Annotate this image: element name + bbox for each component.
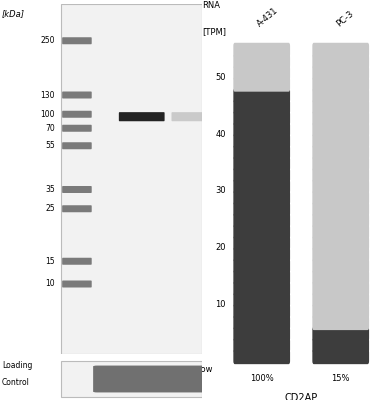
Text: RNA: RNA: [202, 1, 220, 10]
FancyBboxPatch shape: [233, 134, 290, 148]
FancyBboxPatch shape: [233, 145, 290, 160]
Text: 50: 50: [215, 73, 226, 82]
FancyBboxPatch shape: [233, 202, 290, 216]
FancyBboxPatch shape: [172, 112, 217, 121]
FancyBboxPatch shape: [233, 156, 290, 171]
FancyBboxPatch shape: [62, 258, 92, 265]
Text: Low: Low: [196, 364, 213, 374]
FancyBboxPatch shape: [312, 54, 369, 69]
FancyBboxPatch shape: [312, 111, 369, 126]
FancyBboxPatch shape: [312, 304, 369, 319]
FancyBboxPatch shape: [119, 112, 165, 121]
FancyBboxPatch shape: [312, 134, 369, 148]
FancyBboxPatch shape: [312, 281, 369, 296]
FancyBboxPatch shape: [233, 100, 290, 114]
FancyBboxPatch shape: [233, 338, 290, 353]
FancyBboxPatch shape: [233, 236, 290, 251]
FancyBboxPatch shape: [62, 205, 92, 212]
FancyBboxPatch shape: [312, 270, 369, 285]
Text: [kDa]: [kDa]: [2, 9, 25, 18]
Text: 70: 70: [45, 124, 55, 133]
FancyBboxPatch shape: [233, 77, 290, 92]
Text: 130: 130: [40, 90, 55, 100]
FancyBboxPatch shape: [233, 179, 290, 194]
FancyBboxPatch shape: [233, 43, 290, 58]
Text: 250: 250: [40, 36, 55, 45]
FancyBboxPatch shape: [62, 186, 92, 193]
FancyBboxPatch shape: [312, 156, 369, 171]
FancyBboxPatch shape: [233, 213, 290, 228]
FancyBboxPatch shape: [233, 88, 290, 103]
FancyBboxPatch shape: [233, 349, 290, 364]
FancyBboxPatch shape: [233, 315, 290, 330]
Text: 15%: 15%: [332, 374, 350, 383]
Text: 40: 40: [215, 130, 226, 138]
Text: Loading: Loading: [2, 361, 32, 370]
Text: Control: Control: [2, 378, 30, 387]
FancyBboxPatch shape: [93, 366, 223, 392]
FancyBboxPatch shape: [312, 349, 369, 364]
FancyBboxPatch shape: [312, 145, 369, 160]
Text: 30: 30: [215, 186, 226, 195]
FancyBboxPatch shape: [312, 77, 369, 92]
FancyBboxPatch shape: [233, 168, 290, 182]
FancyBboxPatch shape: [62, 125, 92, 132]
FancyBboxPatch shape: [312, 88, 369, 103]
Text: 10: 10: [215, 300, 226, 309]
Text: 35: 35: [45, 185, 55, 194]
FancyBboxPatch shape: [312, 224, 369, 239]
FancyBboxPatch shape: [312, 100, 369, 114]
Text: 55: 55: [45, 141, 55, 150]
Text: 15: 15: [45, 257, 55, 266]
FancyBboxPatch shape: [312, 179, 369, 194]
FancyBboxPatch shape: [62, 111, 92, 118]
FancyBboxPatch shape: [233, 122, 290, 137]
FancyBboxPatch shape: [61, 4, 202, 354]
Text: High: High: [134, 364, 154, 374]
FancyBboxPatch shape: [233, 66, 290, 80]
FancyBboxPatch shape: [233, 54, 290, 69]
FancyBboxPatch shape: [233, 270, 290, 285]
FancyBboxPatch shape: [312, 315, 369, 330]
FancyBboxPatch shape: [312, 202, 369, 216]
FancyBboxPatch shape: [312, 122, 369, 137]
FancyBboxPatch shape: [61, 361, 202, 397]
FancyBboxPatch shape: [312, 168, 369, 182]
FancyBboxPatch shape: [233, 111, 290, 126]
Text: 25: 25: [45, 204, 55, 213]
FancyBboxPatch shape: [312, 247, 369, 262]
Text: 100%: 100%: [250, 374, 274, 383]
FancyBboxPatch shape: [62, 92, 92, 98]
FancyBboxPatch shape: [312, 66, 369, 80]
FancyBboxPatch shape: [62, 37, 92, 44]
FancyBboxPatch shape: [312, 213, 369, 228]
Text: 20: 20: [215, 243, 226, 252]
FancyBboxPatch shape: [312, 236, 369, 251]
FancyBboxPatch shape: [62, 142, 92, 149]
Text: A-431: A-431: [256, 6, 280, 28]
Text: 10: 10: [45, 280, 55, 288]
FancyBboxPatch shape: [233, 258, 290, 273]
Text: CD2AP: CD2AP: [285, 393, 318, 400]
FancyBboxPatch shape: [233, 327, 290, 342]
Text: [TPM]: [TPM]: [202, 27, 227, 36]
FancyBboxPatch shape: [312, 190, 369, 205]
FancyBboxPatch shape: [312, 327, 369, 342]
FancyBboxPatch shape: [312, 292, 369, 307]
FancyBboxPatch shape: [312, 338, 369, 353]
FancyBboxPatch shape: [233, 224, 290, 239]
FancyBboxPatch shape: [312, 43, 369, 58]
Text: PC-3: PC-3: [335, 9, 356, 28]
FancyBboxPatch shape: [233, 292, 290, 307]
FancyBboxPatch shape: [62, 280, 92, 288]
Text: 100: 100: [40, 110, 55, 119]
FancyBboxPatch shape: [233, 247, 290, 262]
FancyBboxPatch shape: [312, 258, 369, 273]
FancyBboxPatch shape: [233, 304, 290, 319]
FancyBboxPatch shape: [233, 190, 290, 205]
FancyBboxPatch shape: [233, 281, 290, 296]
